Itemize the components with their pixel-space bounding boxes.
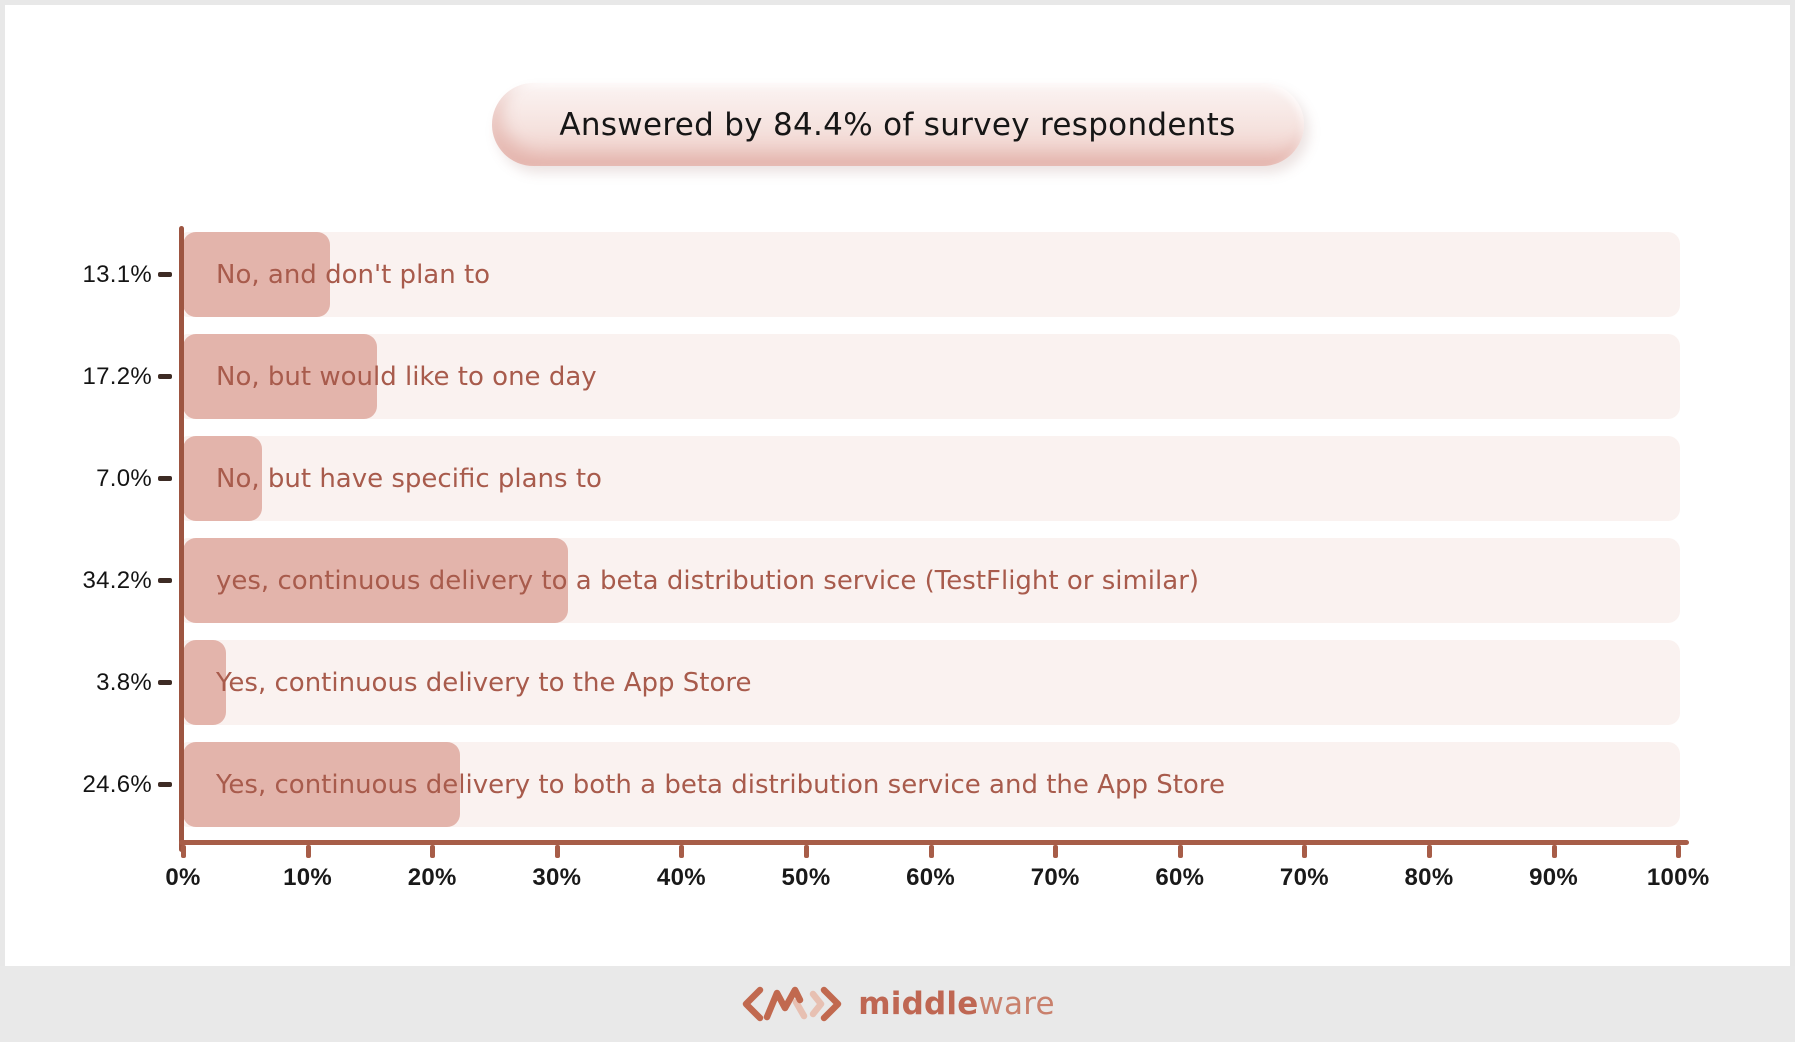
x-tick-mark — [1177, 845, 1183, 858]
category-label: Yes, continuous delivery to both a beta … — [216, 769, 1225, 800]
bar-row: Yes, continuous delivery to the App Stor… — [0, 640, 1795, 725]
bar-track — [183, 232, 1680, 317]
y-tick-mark — [158, 680, 172, 685]
value-label: 34.2% — [82, 566, 152, 594]
x-tick-mark — [305, 845, 311, 858]
x-tick-label: 10% — [283, 864, 333, 891]
logo-word-ware: ware — [978, 986, 1055, 1022]
bar — [183, 742, 460, 827]
y-tick-mark — [158, 578, 172, 583]
footer-band: middleware — [0, 966, 1795, 1042]
category-label: No, but would like to one day — [216, 361, 597, 392]
x-tick-mark — [928, 845, 934, 858]
logo-word-middle: middle — [858, 986, 979, 1022]
y-axis-line — [179, 226, 184, 852]
title-pill: Answered by 84.4% of survey respondents — [491, 83, 1304, 166]
value-label: 7.0% — [96, 464, 152, 492]
bar — [183, 436, 262, 521]
value-label: 17.2% — [82, 362, 152, 390]
bar-row: No, and don't plan to 13.1% — [0, 232, 1795, 317]
x-axis-line — [179, 840, 1689, 845]
middleware-logo-icon — [740, 982, 844, 1026]
bar-row: No, but would like to one day 17.2% — [0, 334, 1795, 419]
x-tick-label: 60% — [906, 864, 956, 891]
category-label: Yes, continuous delivery to the App Stor… — [216, 667, 752, 698]
x-tick-label: 30% — [532, 864, 582, 891]
x-tick-mark — [430, 845, 436, 858]
bar-row: Yes, continuous delivery to both a beta … — [0, 742, 1795, 827]
bar — [183, 334, 377, 419]
x-tick-label: 80% — [1404, 864, 1454, 891]
x-tick-label: 40% — [656, 864, 706, 891]
x-tick-mark — [181, 845, 186, 858]
bar — [183, 232, 330, 317]
value-label: 13.1% — [82, 260, 152, 288]
title-text: Answered by 84.4% of survey respondents — [559, 106, 1236, 143]
x-tick-label: 20% — [407, 864, 457, 891]
x-tick-mark — [804, 845, 809, 858]
category-label: yes, continuous delivery to a beta distr… — [216, 565, 1200, 596]
x-tick-label: 0% — [165, 864, 201, 891]
x-tick-label: 70% — [1279, 864, 1329, 891]
bar-row: No, but have specific plans to 7.0% — [0, 436, 1795, 521]
bar — [183, 538, 568, 623]
x-tick-label: 50% — [781, 864, 831, 891]
value-label: 3.8% — [96, 668, 152, 696]
bar-track — [183, 640, 1680, 725]
y-tick-mark — [158, 476, 172, 481]
bar-track — [183, 436, 1680, 521]
x-tick-label: 90% — [1529, 864, 1579, 891]
x-tick-mark — [679, 845, 685, 858]
logo-wordmark: middleware — [858, 986, 1054, 1022]
x-tick-mark — [1427, 845, 1432, 858]
y-tick-mark — [158, 374, 172, 379]
category-label: No, and don't plan to — [216, 259, 491, 290]
value-label: 24.6% — [82, 770, 152, 798]
y-tick-mark — [158, 272, 172, 277]
bar-track — [183, 334, 1680, 419]
x-tick-mark — [1676, 845, 1682, 858]
x-tick-label: 100% — [1646, 864, 1710, 891]
x-tick-label: 70% — [1030, 864, 1080, 891]
bar-row: yes, continuous delivery to a beta distr… — [0, 538, 1795, 623]
x-tick-label: 60% — [1155, 864, 1205, 891]
x-tick-mark — [1053, 845, 1059, 858]
x-tick-mark — [1551, 845, 1557, 858]
bar — [183, 640, 226, 725]
x-tick-mark — [1302, 845, 1308, 858]
y-tick-mark — [158, 782, 172, 787]
x-tick-mark — [554, 845, 560, 858]
category-label: No, but have specific plans to — [216, 463, 602, 494]
